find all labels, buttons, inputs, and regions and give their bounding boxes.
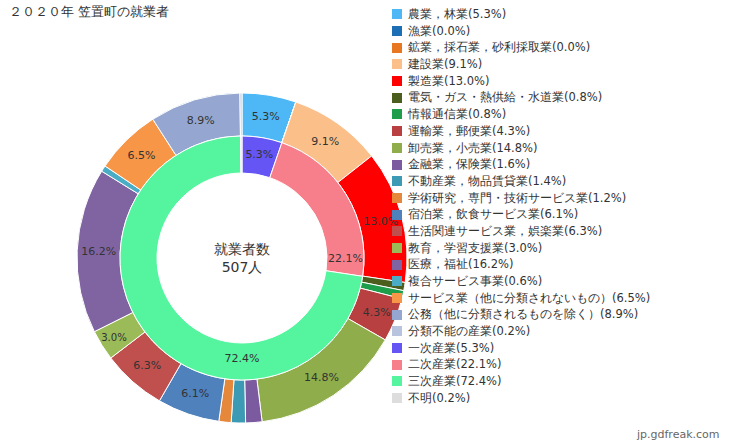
- svg-text:14.8%: 14.8%: [304, 371, 339, 384]
- svg-text:6.5%: 6.5%: [128, 149, 156, 162]
- svg-text:16.2%: 16.2%: [81, 245, 116, 258]
- html-text:漁業(0.0%): 漁業(0.0%): [408, 23, 471, 38]
- html-text:医療，福祉(16.2%): 医療，福祉(16.2%): [408, 257, 514, 272]
- svg-text:8.9%: 8.9%: [187, 114, 215, 127]
- svg-text:就業者数507人: 就業者数507人: [214, 241, 270, 275]
- html-text:二次産業(22.1%): 二次産業(22.1%): [408, 357, 502, 372]
- svg-text:２０２０年 笠置町の就業者: ２０２０年 笠置町の就業者: [9, 4, 169, 19]
- html-text:公務（他に分類されるものを除く）(8.9%): 公務（他に分類されるものを除く）(8.9%): [408, 307, 639, 322]
- html-text:製造業(13.0%): 製造業(13.0%): [408, 73, 490, 88]
- svg-text:jp.gdfreak.com: jp.gdfreak.com: [636, 428, 720, 441]
- svg-text:5.3%: 5.3%: [245, 148, 273, 161]
- html-text:一次産業(5.3%): 一次産業(5.3%): [408, 340, 495, 355]
- svg-text:13.0%: 13.0%: [363, 214, 399, 228]
- html-text:運輸業，郵便業(4.3%): 運輸業，郵便業(4.3%): [408, 123, 531, 138]
- html-text:不明(0.2%): 不明(0.2%): [408, 390, 471, 405]
- html-text:金融業，保険業(1.6%): 金融業，保険業(1.6%): [408, 157, 531, 172]
- html-text:情報通信業(0.8%): 情報通信業(0.8%): [408, 107, 507, 122]
- html-text:卸売業，小売業(14.8%): 卸売業，小売業(14.8%): [408, 140, 538, 155]
- svg-text:9.1%: 9.1%: [311, 135, 339, 148]
- html-text:鉱業，採石業，砂利採取業(0.0%): 鉱業，採石業，砂利採取業(0.0%): [408, 40, 591, 55]
- html-text:建設業(9.1%): 建設業(9.1%): [408, 57, 483, 72]
- html-text:電気・ガス・熱供給・水道業(0.8%): 電気・ガス・熱供給・水道業(0.8%): [408, 90, 603, 105]
- html-text:学術研究，専門・技術サービス業(1.2%): 学術研究，専門・技術サービス業(1.2%): [408, 190, 627, 205]
- svg-text:4.3%: 4.3%: [363, 306, 391, 319]
- html-text:農業，林業(5.3%): 農業，林業(5.3%): [408, 7, 507, 21]
- html-text:宿泊業，飲食サービス業(6.1%): 宿泊業，飲食サービス業(6.1%): [408, 207, 579, 222]
- svg-text:5.3%: 5.3%: [252, 110, 280, 123]
- svg-text:6.3%: 6.3%: [133, 359, 161, 372]
- html-text:分類不能の産業(0.2%): 分類不能の産業(0.2%): [408, 324, 531, 339]
- svg-text:3.0%: 3.0%: [101, 332, 127, 343]
- html-text:三次産業(72.4%): 三次産業(72.4%): [408, 374, 502, 389]
- html-text:教育，学習支援業(3.0%): 教育，学習支援業(3.0%): [408, 240, 543, 255]
- html-text:複合サービス事業(0.6%): 複合サービス事業(0.6%): [408, 274, 543, 288]
- html-text:不動産業，物品賃貸業(1.4%): 不動産業，物品賃貸業(1.4%): [408, 173, 567, 188]
- html-text:生活関連サービス業，娯楽業(6.3%): 生活関連サービス業，娯楽業(6.3%): [408, 223, 603, 238]
- svg-text:72.4%: 72.4%: [225, 352, 260, 365]
- svg-text:22.1%: 22.1%: [328, 252, 363, 265]
- svg-text:6.1%: 6.1%: [181, 387, 209, 400]
- html-text:サービス業（他に分類されないもの）(6.5%): サービス業（他に分類されないもの）(6.5%): [408, 290, 651, 305]
